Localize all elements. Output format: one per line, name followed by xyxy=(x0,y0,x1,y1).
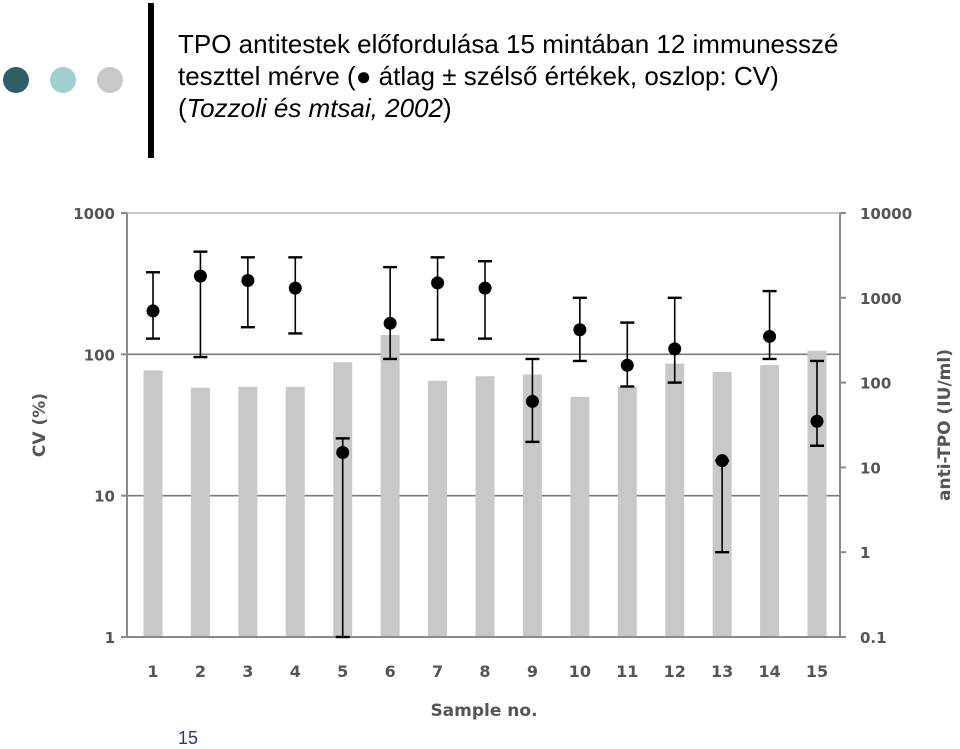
x-tick-label-9: 9 xyxy=(527,662,538,681)
x-tick-label-2: 2 xyxy=(195,662,206,681)
citation-text: Tozzoli és mtsai, 2002 xyxy=(186,93,443,123)
right-tick-label-1: 1 xyxy=(860,544,870,562)
cv-bar-3 xyxy=(238,386,258,637)
title-divider-bar xyxy=(148,3,154,158)
cv-bar-4 xyxy=(285,386,305,637)
left-axis-title: CV (%) xyxy=(30,393,50,457)
x-tick-label-8: 8 xyxy=(479,662,490,681)
citation-line: (Tozzoli és mtsai, 2002) xyxy=(178,92,958,124)
citation-open: ( xyxy=(178,93,187,123)
x-tick-label-5: 5 xyxy=(337,662,348,681)
mean-point-2 xyxy=(193,269,207,283)
mean-point-6 xyxy=(383,316,397,330)
x-tick-label-10: 10 xyxy=(569,662,591,681)
cv-bar-8 xyxy=(475,376,495,637)
x-tick-label-3: 3 xyxy=(242,662,253,681)
x-tick-label-13: 13 xyxy=(711,662,733,681)
mean-point-12 xyxy=(668,342,682,356)
slide-title: TPO antitestek előfordulása 15 mintában … xyxy=(178,28,958,124)
slide-number: 15 xyxy=(178,728,199,748)
x-tick-label-15: 15 xyxy=(806,662,828,681)
right-tick-label-100: 100 xyxy=(860,375,891,393)
mean-point-1 xyxy=(146,304,160,318)
cv-bar-10 xyxy=(570,396,590,637)
x-tick-label-1: 1 xyxy=(147,662,158,681)
left-tick-label-1000: 1000 xyxy=(73,205,115,223)
mean-point-5 xyxy=(336,445,350,459)
cv-bar-2 xyxy=(190,387,210,637)
right-axis-title: anti-TPO (IU/ml) xyxy=(935,349,955,501)
cv-bar-1 xyxy=(143,370,163,637)
mean-point-10 xyxy=(573,323,587,337)
x-tick-label-12: 12 xyxy=(664,662,686,681)
right-tick-label-10: 10 xyxy=(860,459,881,477)
x-axis-title: Sample no. xyxy=(430,701,537,721)
mean-point-11 xyxy=(620,358,634,372)
cv-bar-11 xyxy=(617,386,637,637)
mean-point-13 xyxy=(715,454,729,468)
decor-dot-teal xyxy=(50,67,76,93)
x-tick-label-14: 14 xyxy=(758,662,780,681)
citation-close: ) xyxy=(442,93,452,123)
left-tick-label-100: 100 xyxy=(84,346,115,364)
mean-point-7 xyxy=(431,276,445,290)
mean-point-4 xyxy=(288,281,302,295)
left-tick-label-1: 1 xyxy=(105,629,115,647)
title-line-1: TPO antitestek előfordulása 15 mintában … xyxy=(178,29,839,59)
right-tick-label-1000: 1000 xyxy=(860,290,902,308)
x-tick-label-4: 4 xyxy=(290,662,301,681)
cv-bar-6 xyxy=(380,335,400,637)
right-tick-label-10000: 10000 xyxy=(860,205,912,223)
decor-dot-gray xyxy=(97,67,123,93)
title-line-2: teszttel mérve (● átlag ± szélső értékek… xyxy=(178,61,779,91)
mean-point-14 xyxy=(763,329,777,343)
mean-point-9 xyxy=(525,394,539,408)
cv-bar-7 xyxy=(428,380,448,637)
right-tick-label-0.1: 0.1 xyxy=(860,629,887,647)
decor-dot-dark xyxy=(3,67,29,93)
mean-point-15 xyxy=(810,414,824,428)
left-tick-label-10: 10 xyxy=(94,488,115,506)
mean-point-3 xyxy=(241,273,255,287)
mean-point-8 xyxy=(478,281,492,295)
x-tick-label-11: 11 xyxy=(616,662,638,681)
cv-bar-14 xyxy=(760,365,780,637)
cv-bar-9 xyxy=(522,374,542,637)
x-tick-label-7: 7 xyxy=(432,662,443,681)
cv-bar-12 xyxy=(665,363,685,637)
x-tick-label-6: 6 xyxy=(385,662,396,681)
